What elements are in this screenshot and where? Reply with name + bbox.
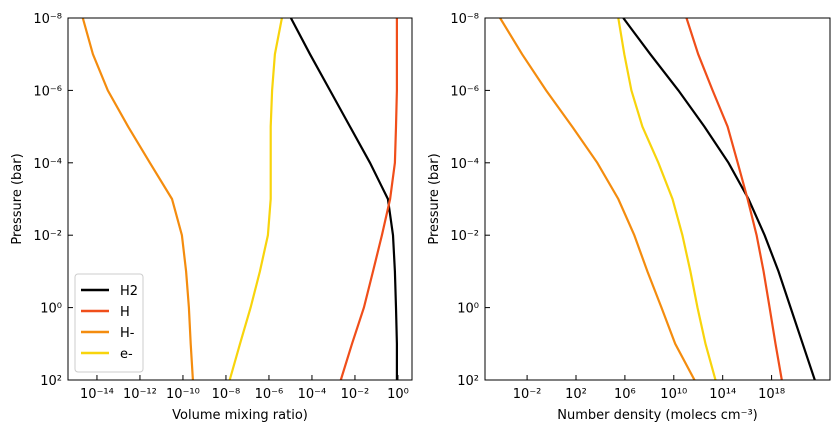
x-axis-label: Volume mixing ratio) — [172, 408, 308, 423]
series-line — [289, 18, 398, 380]
y-axis-label: Pressure (bar) — [10, 153, 25, 244]
legend-label: H — [120, 305, 130, 320]
y-tick-label: 10⁻² — [33, 229, 62, 244]
series-line — [228, 18, 283, 380]
x-tick-label: 10⁻¹² — [123, 387, 157, 402]
series-line — [685, 18, 783, 380]
x-tick-label: 10² — [565, 387, 587, 402]
x-tick-label: 10⁶ — [614, 387, 636, 402]
x-tick-label: 10⁻¹⁴ — [80, 387, 114, 402]
x-tick-label: 10⁻² — [513, 387, 542, 402]
x-tick-label: 10⁰ — [387, 387, 409, 402]
y-tick-label: 10² — [40, 374, 62, 389]
series-line — [622, 18, 816, 380]
y-tick-label: 10⁻² — [450, 229, 479, 244]
series-line — [81, 18, 194, 380]
y-tick-label: 10⁻⁶ — [33, 84, 62, 99]
y-tick-label: 10⁰ — [40, 302, 62, 317]
x-tick-label: 10¹⁰ — [660, 387, 687, 402]
series-line — [617, 18, 717, 380]
y-axis-label: Pressure (bar) — [427, 153, 442, 244]
series-line — [339, 18, 398, 380]
plot-area — [499, 18, 816, 380]
axes-frame — [67, 17, 413, 381]
x-tick-label: 10⁻¹⁰ — [166, 387, 200, 402]
legend-label: H- — [120, 326, 135, 341]
y-tick-label: 10⁰ — [457, 302, 479, 317]
plot-area — [81, 18, 398, 380]
y-tick-label: 10⁻⁸ — [450, 12, 479, 27]
legend-label: H2 — [120, 284, 138, 299]
y-tick-label: 10⁻⁸ — [33, 12, 62, 27]
x-tick-label: 10¹⁴ — [709, 387, 736, 402]
legend-box — [74, 273, 144, 373]
x-tick-label: 10⁻⁸ — [212, 387, 241, 402]
y-tick-label: 10² — [457, 374, 479, 389]
y-tick-label: 10⁻⁴ — [450, 157, 479, 172]
x-tick-label: 10⁻⁶ — [255, 387, 284, 402]
legend-label: e- — [120, 347, 133, 362]
axes-frame — [484, 17, 831, 381]
x-axis-label: Number density (molecs cm⁻³) — [557, 408, 757, 423]
x-tick-label: 10⁻⁴ — [298, 387, 327, 402]
x-tick-label: 10⁻² — [341, 387, 370, 402]
series-line — [499, 18, 696, 380]
y-tick-label: 10⁻⁶ — [450, 84, 479, 99]
x-tick-label: 10¹⁸ — [758, 387, 785, 402]
y-tick-label: 10⁻⁴ — [33, 157, 62, 172]
